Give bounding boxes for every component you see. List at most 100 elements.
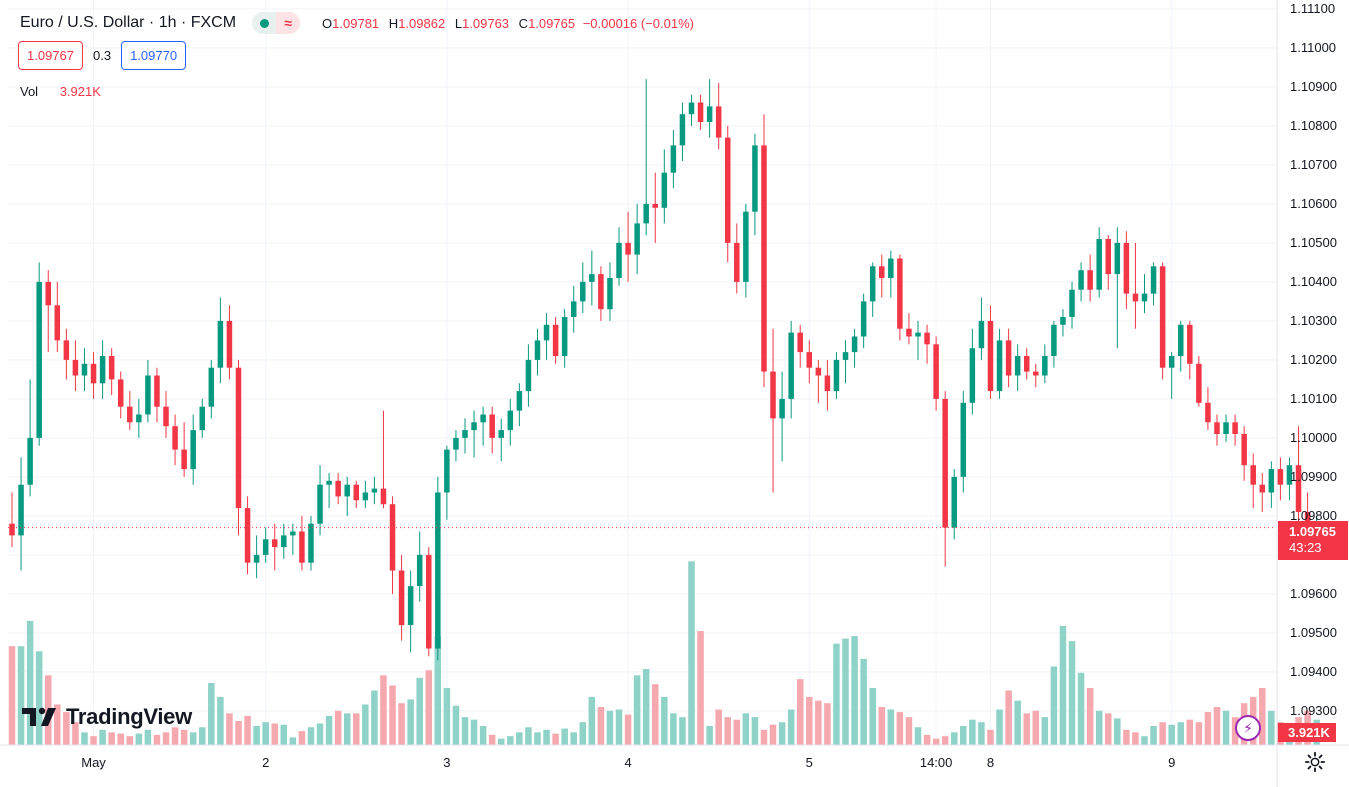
candle bbox=[516, 383, 523, 427]
volume-bar bbox=[996, 709, 1003, 745]
lightning-icon[interactable]: ⚡ bbox=[1235, 715, 1261, 741]
candle-body bbox=[1277, 469, 1284, 485]
volume-bar bbox=[1213, 707, 1221, 745]
settings-gear-icon[interactable] bbox=[1304, 751, 1326, 773]
volume-bar bbox=[1168, 724, 1175, 745]
volume-bar bbox=[1141, 736, 1148, 745]
candle-body bbox=[407, 586, 414, 626]
volume-bar bbox=[769, 724, 777, 745]
price-tick-label: 1.10200 bbox=[1290, 352, 1337, 367]
volume-bar bbox=[1086, 688, 1094, 745]
candle-body bbox=[770, 371, 776, 419]
volume-bar bbox=[289, 737, 297, 745]
bid-ask-row: 1.09767 0.3 1.09770 bbox=[18, 41, 187, 70]
candle bbox=[580, 262, 586, 314]
volume-bar bbox=[1222, 710, 1230, 745]
buy-price-button[interactable]: 1.09770 bbox=[121, 41, 187, 70]
tradingview-logo-icon bbox=[22, 707, 56, 726]
candle-body bbox=[543, 324, 550, 341]
volume-bar bbox=[615, 709, 623, 745]
candle bbox=[462, 418, 468, 454]
volume-bar bbox=[63, 712, 70, 745]
candle-body bbox=[1123, 242, 1130, 294]
candle bbox=[1177, 320, 1184, 372]
volume-bar bbox=[81, 732, 88, 745]
candle bbox=[108, 348, 115, 395]
candle-body bbox=[380, 488, 387, 505]
candle bbox=[842, 340, 849, 384]
volume-bar bbox=[189, 732, 197, 745]
volume-bar bbox=[1123, 729, 1130, 745]
market-status-pill[interactable]: ≈ bbox=[252, 12, 301, 34]
price-tick-label: 1.10600 bbox=[1290, 196, 1337, 211]
delayed-data-icon: ≈ bbox=[276, 12, 301, 34]
candle bbox=[652, 172, 659, 243]
volume-tag: 3.921K bbox=[1278, 723, 1336, 742]
candle bbox=[199, 398, 206, 438]
candle-body bbox=[942, 398, 948, 528]
volume-bar bbox=[1132, 732, 1139, 745]
candle bbox=[996, 328, 1003, 399]
candle-body bbox=[933, 344, 939, 399]
candle-body bbox=[507, 410, 514, 431]
candle bbox=[9, 492, 15, 548]
chart-legend: Euro / U.S. Dollar · 1h · FXCM ≈ O1.0978… bbox=[8, 12, 694, 34]
volume-bar bbox=[1204, 712, 1212, 745]
candle-body bbox=[462, 430, 468, 438]
candle bbox=[1250, 453, 1256, 509]
candle-body bbox=[63, 340, 70, 360]
candle bbox=[271, 523, 278, 571]
volume-bars bbox=[8, 561, 1320, 745]
volume-bar bbox=[307, 727, 315, 745]
volume-bar bbox=[806, 696, 813, 745]
candle-body bbox=[498, 430, 504, 438]
price-tick-label: 1.10900 bbox=[1290, 79, 1337, 94]
candle-body bbox=[1132, 293, 1139, 302]
candle bbox=[598, 266, 604, 321]
grid bbox=[8, 0, 1276, 745]
candle-body bbox=[516, 391, 523, 411]
candle-body bbox=[1295, 465, 1302, 512]
candle-body bbox=[806, 352, 813, 368]
volume-legend[interactable]: Vol 3.921K bbox=[20, 84, 101, 99]
volume-bar bbox=[35, 651, 43, 745]
candle bbox=[1123, 231, 1130, 310]
candles bbox=[9, 79, 1320, 661]
candle-body bbox=[45, 281, 51, 306]
candle bbox=[1295, 426, 1302, 524]
volume-bar bbox=[661, 696, 668, 745]
candle-body bbox=[724, 137, 731, 243]
volume-bar bbox=[815, 700, 822, 745]
candle-body bbox=[389, 504, 396, 571]
volume-bar bbox=[1032, 710, 1040, 745]
candle bbox=[851, 328, 858, 368]
candle bbox=[724, 125, 731, 263]
symbol-title[interactable]: Euro / U.S. Dollar · 1h · FXCM bbox=[20, 14, 237, 31]
volume-bar bbox=[470, 719, 478, 745]
volume-bar bbox=[8, 646, 16, 745]
volume-bar bbox=[633, 675, 641, 745]
volume-bar bbox=[932, 738, 940, 745]
volume-bar bbox=[561, 728, 568, 745]
candle bbox=[634, 203, 640, 275]
candle-body bbox=[199, 406, 206, 431]
candle-body bbox=[670, 145, 677, 173]
candle-body bbox=[18, 484, 24, 536]
candle-body bbox=[335, 480, 341, 497]
volume-bar bbox=[697, 631, 704, 745]
candle bbox=[507, 398, 514, 446]
candle-body bbox=[552, 324, 559, 356]
price-tick-label: 1.09600 bbox=[1290, 586, 1337, 601]
sell-price-button[interactable]: 1.09767 bbox=[18, 41, 83, 70]
candle bbox=[407, 570, 414, 653]
volume-bar bbox=[597, 707, 605, 745]
time-tick-label: 14:00 bbox=[920, 755, 953, 770]
volume-bar bbox=[905, 717, 913, 745]
tradingview-logo[interactable]: TradingView bbox=[22, 704, 192, 730]
candle bbox=[1159, 262, 1166, 380]
candle bbox=[960, 391, 967, 493]
candle bbox=[761, 114, 767, 388]
candle bbox=[1259, 473, 1266, 512]
volume-bar bbox=[715, 709, 722, 745]
